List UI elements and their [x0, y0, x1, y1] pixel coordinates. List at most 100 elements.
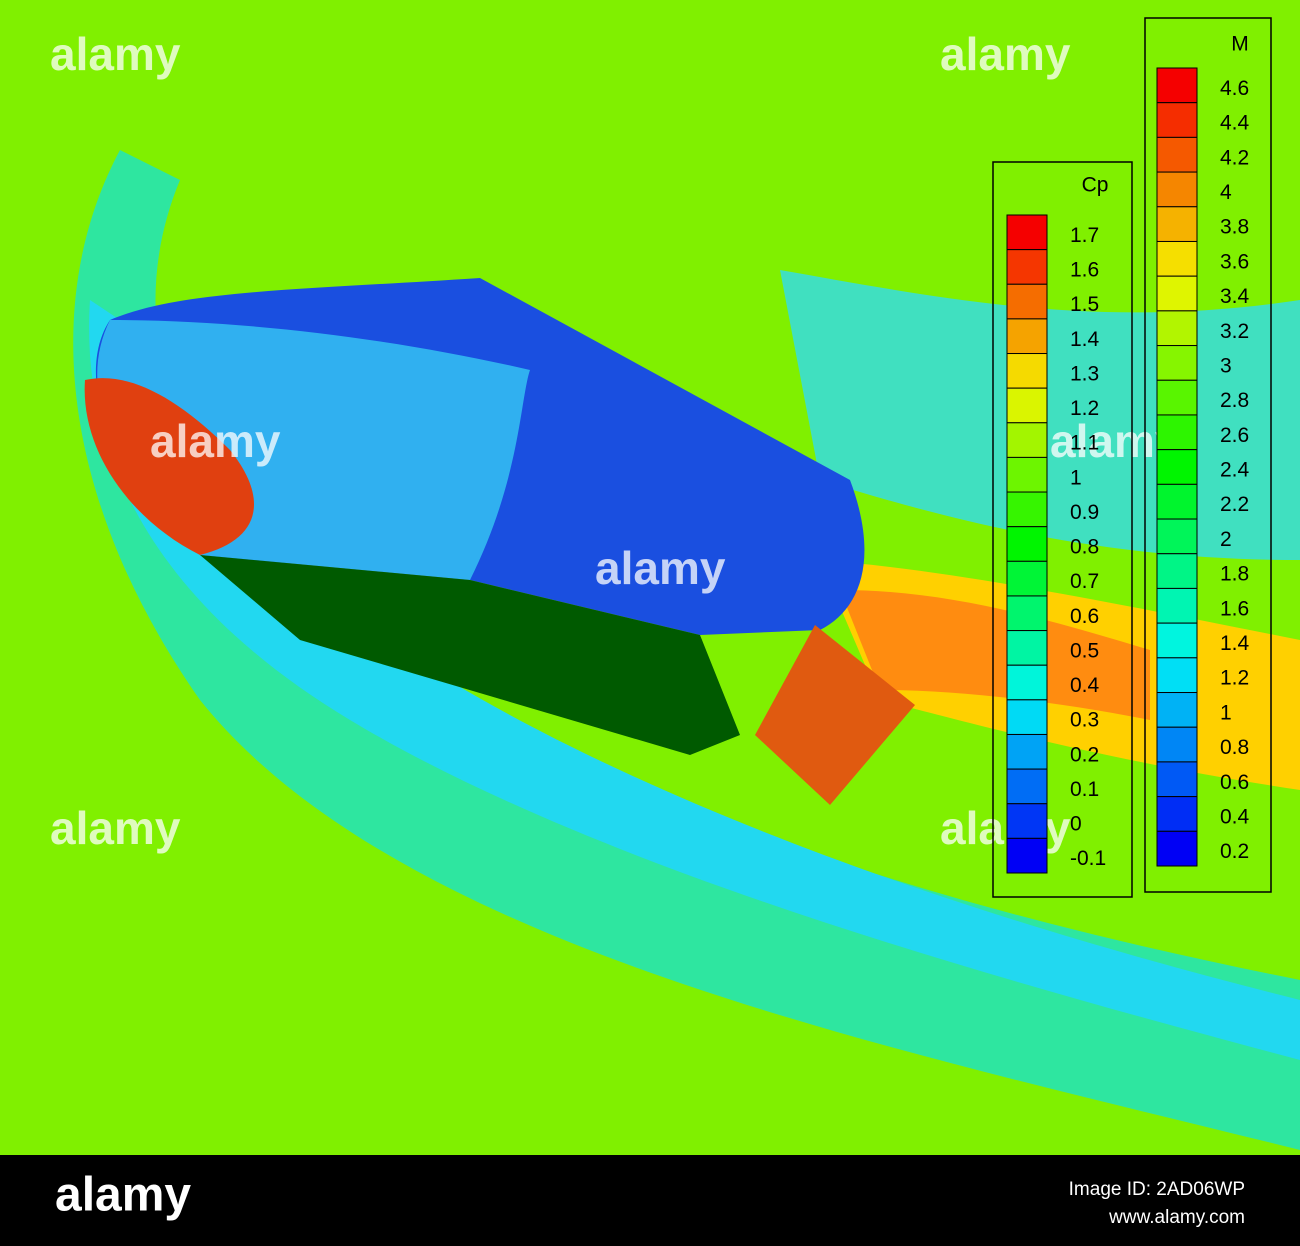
legend-swatch — [1006, 283, 1048, 320]
legend-swatch — [1006, 560, 1048, 597]
watermark: alamy — [940, 28, 1071, 80]
legend-swatch — [1156, 275, 1198, 312]
legend-label: 2.8 — [1220, 389, 1249, 412]
legend-label: 0.5 — [1070, 639, 1099, 662]
legend-swatch — [1156, 726, 1198, 763]
watermark: alamy — [940, 802, 1071, 854]
body-underside — [200, 555, 740, 755]
stagnation — [84, 378, 254, 555]
legend-swatch — [1156, 483, 1198, 520]
legend-swatch — [1156, 67, 1198, 104]
legend-label: 3.4 — [1220, 285, 1250, 308]
plume-core — [840, 590, 1150, 720]
legend-label: 4.2 — [1220, 146, 1249, 169]
legend-swatch — [1156, 830, 1198, 867]
legend-label: 4 — [1220, 181, 1232, 204]
legend-label: 1.4 — [1070, 328, 1100, 351]
legend-swatch — [1156, 553, 1198, 589]
watermark: alamy — [595, 542, 726, 594]
legend-label: 3.8 — [1220, 216, 1249, 239]
legend-label: 1.3 — [1070, 362, 1099, 385]
legend-label: 2.2 — [1220, 493, 1249, 516]
legend-swatch — [1006, 422, 1048, 458]
legend-title: M — [1231, 33, 1249, 56]
legend-swatch — [1156, 379, 1198, 416]
legend-label: 4.4 — [1220, 112, 1250, 135]
legend-swatch — [1156, 622, 1198, 659]
legend-swatch — [1156, 692, 1198, 728]
legend-label: 0.4 — [1220, 806, 1250, 829]
legend-label: 0 — [1070, 813, 1082, 836]
legend-label: 0.2 — [1220, 840, 1249, 863]
legend-box — [992, 161, 1133, 898]
legend-swatch — [1156, 518, 1198, 555]
legend-swatch — [1156, 102, 1198, 138]
legend-label: 0.1 — [1070, 778, 1099, 801]
legend-swatch — [1156, 796, 1198, 832]
legend-label: 0.2 — [1070, 743, 1099, 766]
legend-swatch — [1156, 587, 1198, 624]
legend-swatch — [1006, 353, 1048, 389]
legend-label: 0.9 — [1070, 501, 1099, 524]
legend-swatch — [1006, 214, 1048, 251]
legend-swatch — [1006, 318, 1048, 355]
legend-swatch — [1006, 526, 1048, 562]
legend-label: 2 — [1220, 528, 1232, 551]
footer-logo: alamy — [55, 1169, 191, 1222]
legend-label: 1 — [1220, 701, 1232, 724]
legend-label: 1.4 — [1220, 632, 1250, 655]
legend-label: 1 — [1070, 466, 1082, 489]
legend-swatch — [1006, 837, 1048, 874]
legend-swatch — [1156, 449, 1198, 485]
legend-label: 2.6 — [1220, 424, 1249, 447]
legend-label: 3.6 — [1220, 250, 1249, 273]
legend-label: 1.2 — [1070, 397, 1099, 420]
legend-swatch — [1156, 240, 1198, 277]
legend-swatch — [1156, 761, 1198, 798]
legend-label: 0.3 — [1070, 709, 1099, 732]
legend-label: 2.4 — [1220, 459, 1250, 482]
legend-box — [1144, 17, 1272, 893]
legend-swatch — [1156, 345, 1198, 381]
legend-label: 3.2 — [1220, 320, 1249, 343]
legend-swatch — [1156, 136, 1198, 173]
url: www.alamy.com — [1108, 1207, 1245, 1228]
legend-label: 1.5 — [1070, 293, 1099, 316]
watermark: alamy — [50, 28, 181, 80]
legend-label: 1.2 — [1220, 667, 1249, 690]
legend-swatch — [1006, 595, 1048, 632]
legend-label: 3 — [1220, 354, 1232, 377]
footer-bar — [0, 1155, 1300, 1246]
legend-swatch — [1006, 803, 1048, 839]
legend-label: 0.4 — [1070, 674, 1100, 697]
legend-swatch — [1156, 310, 1198, 347]
legend-swatch — [1006, 249, 1048, 285]
legend-label: 4.6 — [1220, 77, 1249, 100]
legend-label: 0.6 — [1070, 605, 1099, 628]
wake-low — [89, 300, 1300, 1060]
legend-label: 0.8 — [1220, 736, 1249, 759]
legend-swatch — [1156, 171, 1198, 208]
legend-swatch — [1006, 387, 1048, 424]
legend-label: 1.7 — [1070, 224, 1099, 247]
legend-label: 0.8 — [1070, 536, 1099, 559]
legend-swatch — [1156, 206, 1198, 242]
watermark: alamy — [50, 802, 181, 854]
legend-swatch — [1156, 657, 1198, 694]
watermark: alamy — [150, 415, 281, 467]
legend-title: Cp — [1082, 174, 1109, 197]
legend-label: 0.7 — [1070, 570, 1099, 593]
legend-label: 1.6 — [1070, 258, 1099, 281]
legend-swatch — [1006, 491, 1048, 528]
fin — [755, 625, 915, 805]
legend-label: 1.1 — [1070, 432, 1099, 455]
legend-swatch — [1006, 630, 1048, 666]
legend-label: 1.8 — [1220, 563, 1249, 586]
legend-label: 1.6 — [1220, 597, 1249, 620]
image-id: Image ID: 2AD06WP — [1069, 1179, 1245, 1200]
legend-swatch — [1156, 414, 1198, 451]
legend-label: 0.6 — [1220, 771, 1249, 794]
legend-label: -0.1 — [1070, 847, 1106, 870]
legend-swatch — [1006, 768, 1048, 805]
